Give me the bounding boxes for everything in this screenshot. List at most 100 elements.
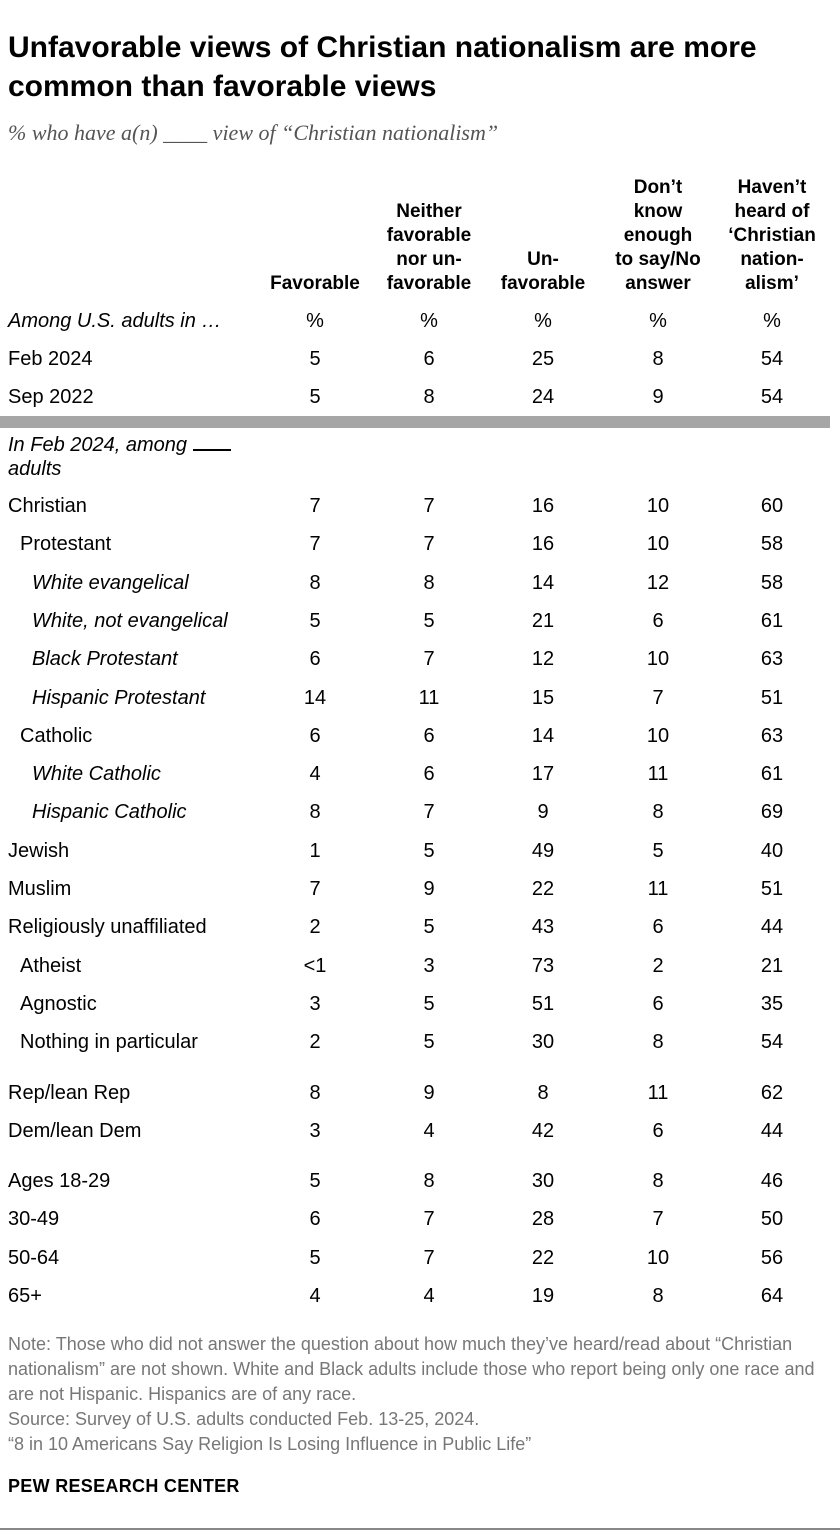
- unit-row: Among U.S. adults in …%%%%%: [0, 302, 840, 340]
- row-label: Agnostic: [20, 992, 97, 1015]
- column-header-line: favorable: [386, 273, 472, 294]
- cell-favorable: <1: [303, 954, 327, 977]
- cell-neither: 6: [423, 724, 435, 747]
- cell-neither: 6: [423, 763, 435, 786]
- column-header-line: alism’: [745, 273, 799, 294]
- cell-favorable: 3: [309, 992, 321, 1015]
- column-header-line: Haven’t: [737, 177, 807, 198]
- row-label: 65+: [8, 1285, 42, 1307]
- row-label: Protestant: [20, 533, 112, 556]
- cell-neither: 5: [423, 992, 435, 1015]
- cell-unfavorable: 14: [531, 571, 555, 594]
- cell-dont_know: 8: [652, 1285, 664, 1307]
- cell-favorable: %: [306, 310, 324, 332]
- section-divider: [0, 416, 830, 428]
- cell-dont_know: 12: [646, 571, 670, 594]
- cell-unfavorable: 30: [531, 1031, 555, 1054]
- cell-dont_know: 11: [647, 878, 669, 900]
- cell-havent_heard: 54: [760, 348, 784, 370]
- table-row: White evangelical 8 8 14 12 58: [0, 564, 840, 602]
- cell-havent_heard: 54: [760, 386, 784, 409]
- column-header-line: nor un-: [396, 249, 462, 270]
- cell-unfavorable: 22: [531, 878, 555, 900]
- cell-dont_know: 7: [652, 686, 664, 709]
- cell-unfavorable: 19: [531, 1285, 555, 1307]
- column-header-line: answer: [625, 273, 691, 294]
- row-label: Hispanic Protestant: [32, 686, 206, 709]
- cell-havent_heard: 54: [760, 1031, 784, 1054]
- cell-neither: 6: [423, 348, 435, 370]
- cell-favorable: 6: [309, 648, 321, 671]
- cell-dont_know: 9: [652, 386, 664, 409]
- cell-neither: 11: [418, 686, 440, 709]
- cell-dont_know: %: [649, 310, 667, 332]
- cell-neither: 9: [423, 878, 435, 900]
- cell-neither: 5: [423, 609, 435, 632]
- cell-favorable: 1: [309, 839, 321, 862]
- cell-favorable: 8: [309, 1081, 321, 1104]
- table-row: Jewish 1 5 49 5 40: [0, 832, 840, 870]
- table-row: Rep/lean Rep 8 9 8 11 62: [0, 1074, 840, 1112]
- cell-favorable: 5: [309, 1246, 321, 1269]
- column-header-neither: Neither favorable nor un-favorable: [374, 170, 484, 296]
- cell-unfavorable: 9: [537, 801, 549, 824]
- table-row: Black Protestant 6 7 12 10 63: [0, 640, 840, 678]
- footnote: Note: Those who did not answer the quest…: [8, 1332, 828, 1457]
- row-label: Sep 2022: [8, 386, 94, 409]
- row-label: White, not evangelical: [32, 609, 228, 632]
- cell-unfavorable: 30: [531, 1170, 555, 1193]
- table-row: Ages 18-29 5 8 30 8 46: [0, 1162, 840, 1200]
- row-label: Among U.S. adults in …: [8, 310, 222, 332]
- cell-unfavorable: 28: [531, 1208, 555, 1231]
- table-row: Agnostic 3 5 51 6 35: [0, 985, 840, 1023]
- table-row: Hispanic Catholic 8 7 9 8 69: [0, 793, 840, 831]
- column-header-line: Don’t: [633, 177, 683, 198]
- cell-havent_heard: 60: [760, 495, 784, 517]
- brand-logo-text: PEW RESEARCH CENTER: [8, 1476, 240, 1496]
- column-header-text: Don’t know enough to say/No answer: [615, 176, 701, 296]
- row-label: Hispanic Catholic: [32, 801, 187, 824]
- cell-unfavorable: 15: [531, 686, 555, 709]
- row-label: Feb 2024: [8, 348, 93, 370]
- column-header-line: ‘Christian: [728, 225, 816, 246]
- cell-dont_know: 8: [652, 801, 664, 824]
- cell-havent_heard: 40: [760, 839, 784, 862]
- cell-neither: 7: [423, 1246, 435, 1269]
- cell-favorable: 14: [303, 686, 327, 709]
- cell-dont_know: 10: [646, 533, 670, 556]
- trend-row: Sep 2022 5 8 24 9 54: [0, 378, 840, 416]
- row-label: White Catholic: [32, 763, 161, 786]
- cell-dont_know: 10: [646, 1246, 670, 1269]
- cell-favorable: 6: [309, 724, 321, 747]
- table-row: Christian 7 7 16 10 60: [0, 487, 840, 525]
- column-header-havent_heard: Haven’t heard of ‘Christian nation-alism’: [720, 170, 824, 296]
- cell-neither: 7: [423, 533, 435, 556]
- cell-favorable: 4: [309, 1285, 321, 1307]
- cell-unfavorable: 49: [531, 839, 555, 862]
- cell-neither: 4: [423, 1119, 435, 1142]
- cell-dont_know: 2: [652, 954, 664, 977]
- cell-neither: 7: [423, 1208, 435, 1231]
- column-header-line: favorable: [386, 225, 472, 246]
- cell-neither: 8: [423, 386, 435, 409]
- cell-dont_know: 7: [652, 1208, 664, 1231]
- note-text: Note: Those who did not answer the quest…: [8, 1334, 815, 1404]
- cell-neither: 8: [423, 1170, 435, 1193]
- cell-unfavorable: 43: [531, 916, 555, 939]
- row-label: 30-49: [8, 1208, 60, 1231]
- cell-favorable: 5: [309, 386, 321, 409]
- row-label: Rep/lean Rep: [8, 1081, 131, 1104]
- cell-dont_know: 10: [646, 724, 670, 747]
- column-header-line: Un-: [527, 249, 559, 270]
- section-label: In Feb 2024, among adults: [8, 433, 268, 481]
- table-row: Muslim 7 9 22 11 51: [0, 870, 840, 908]
- cell-dont_know: 11: [647, 763, 669, 786]
- cell-favorable: 8: [309, 571, 321, 594]
- cell-havent_heard: 51: [760, 878, 784, 900]
- section-label-before: In Feb 2024, among: [8, 434, 193, 456]
- column-header-line: heard of: [734, 201, 810, 222]
- cell-unfavorable: 16: [531, 533, 555, 556]
- row-label: Atheist: [20, 954, 82, 977]
- cell-unfavorable: 24: [531, 386, 555, 409]
- cell-havent_heard: 51: [760, 686, 784, 709]
